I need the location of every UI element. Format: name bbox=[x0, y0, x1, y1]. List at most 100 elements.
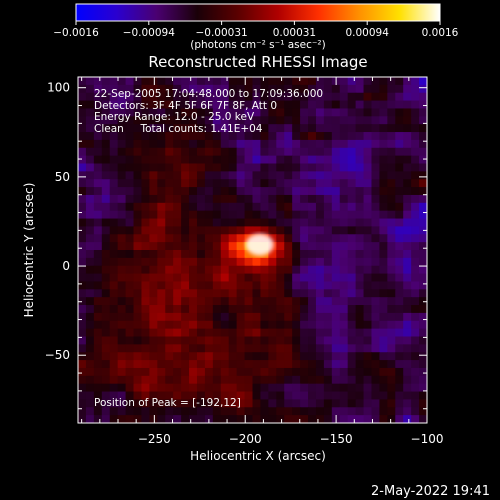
heatmap-cell bbox=[419, 92, 427, 102]
heatmap-cell bbox=[308, 234, 317, 243]
heatmap-cell bbox=[395, 320, 404, 330]
heatmap-cell bbox=[149, 147, 158, 157]
heatmap-cell bbox=[323, 234, 333, 243]
heatmap-cell bbox=[189, 92, 198, 102]
heatmap-cell bbox=[244, 210, 254, 220]
heatmap-cell bbox=[85, 289, 95, 298]
heatmap-cell bbox=[117, 163, 127, 172]
heatmap-cell bbox=[371, 77, 381, 86]
heatmap-cell bbox=[268, 352, 277, 361]
heatmap-cell bbox=[379, 218, 388, 228]
heatmap-cell bbox=[308, 297, 317, 306]
heatmap-cell bbox=[244, 163, 254, 172]
heatmap-cell bbox=[85, 124, 95, 133]
heatmap-cell bbox=[411, 391, 420, 401]
heatmap-cell bbox=[133, 312, 143, 322]
heatmap-cell bbox=[308, 84, 317, 94]
heatmap-cell bbox=[101, 312, 111, 322]
heatmap-cell bbox=[181, 194, 190, 204]
y-tick-label: 50 bbox=[55, 170, 70, 184]
heatmap-cell bbox=[339, 139, 349, 149]
heatmap-cell bbox=[260, 336, 269, 345]
heatmap-cell bbox=[284, 84, 293, 94]
heatmap-cell bbox=[355, 257, 365, 267]
heatmap-cell bbox=[204, 312, 214, 322]
heatmap-cell bbox=[252, 132, 262, 141]
heatmap-cell bbox=[260, 124, 269, 133]
heatmap-cell bbox=[181, 226, 190, 235]
heatmap-cell bbox=[276, 124, 285, 133]
heatmap-cell bbox=[371, 92, 381, 102]
heatmap-cell bbox=[101, 77, 111, 86]
heatmap-cell bbox=[109, 226, 119, 235]
heatmap-cell bbox=[276, 289, 285, 298]
heatmap-cell bbox=[403, 202, 412, 212]
heatmap-cell bbox=[268, 265, 277, 275]
heatmap-cell bbox=[403, 77, 412, 86]
heatmap-cell bbox=[173, 226, 182, 235]
heatmap-cell bbox=[181, 383, 190, 393]
heatmap-cell bbox=[300, 77, 309, 86]
heatmap-cell bbox=[189, 360, 198, 369]
heatmap-cell bbox=[212, 132, 222, 141]
heatmap-cell bbox=[292, 250, 301, 259]
heatmap-cell bbox=[173, 352, 182, 361]
heatmap-cell bbox=[355, 179, 365, 188]
heatmap-cell bbox=[355, 155, 365, 165]
heatmap-cell bbox=[78, 344, 87, 353]
x-tick-label: −100 bbox=[411, 432, 444, 446]
heatmap-cell bbox=[157, 407, 166, 416]
heatmap-cell bbox=[93, 179, 103, 188]
heatmap-cell bbox=[260, 383, 269, 393]
heatmap-cell bbox=[244, 194, 254, 204]
heatmap-cell bbox=[308, 210, 317, 220]
heatmap-cell bbox=[181, 415, 190, 423]
heatmap-cell bbox=[403, 305, 412, 314]
heatmap-cell bbox=[323, 336, 333, 345]
heatmap-cell bbox=[173, 265, 182, 275]
heatmap-cell bbox=[403, 187, 412, 196]
heatmap-cell bbox=[244, 84, 254, 94]
colorbar-unit-label: (photons cm⁻² s⁻¹ asec⁻²) bbox=[190, 39, 325, 51]
heatmap-cell bbox=[371, 124, 381, 133]
heatmap-cell bbox=[101, 415, 111, 423]
heatmap-cell bbox=[395, 234, 404, 243]
heatmap-cell bbox=[141, 116, 150, 125]
heatmap-cell bbox=[212, 281, 222, 290]
heatmap-cell bbox=[252, 328, 262, 338]
heatmap-cell bbox=[363, 234, 373, 243]
heatmap-cell bbox=[284, 360, 293, 369]
heatmap-cell bbox=[284, 92, 293, 102]
heatmap-cell bbox=[173, 281, 182, 290]
heatmap-cell bbox=[125, 132, 135, 141]
heatmap-cell bbox=[85, 297, 95, 306]
heatmap-cell bbox=[387, 242, 396, 251]
heatmap-cell bbox=[268, 375, 277, 385]
heatmap-cell bbox=[181, 328, 190, 338]
heatmap-cell bbox=[101, 155, 111, 165]
heatmap-cell bbox=[331, 399, 341, 408]
heatmap-cell bbox=[244, 116, 254, 125]
heatmap-cell bbox=[189, 281, 198, 290]
heatmap-cell bbox=[379, 77, 388, 86]
heatmap-cell bbox=[117, 218, 127, 228]
annotation-time-range: 22-Sep-2005 17:04:48.000 to 17:09:36.000 bbox=[94, 88, 324, 100]
heatmap-cell bbox=[419, 383, 427, 393]
peak-position-label: Position of Peak = [-192,12] bbox=[94, 397, 241, 409]
heatmap-cell bbox=[149, 84, 158, 94]
heatmap-cell bbox=[347, 139, 357, 149]
heatmap-cell bbox=[371, 155, 381, 165]
heatmap-cell bbox=[355, 116, 365, 125]
heatmap-cell bbox=[93, 328, 103, 338]
heatmap-cell bbox=[284, 297, 293, 306]
heatmap-cell bbox=[276, 202, 285, 212]
heatmap-cell bbox=[403, 407, 412, 416]
heatmap-cell bbox=[228, 242, 238, 251]
heatmap-cell bbox=[276, 116, 285, 125]
heatmap-cell bbox=[149, 155, 158, 165]
heatmap-cell bbox=[355, 92, 365, 102]
heatmap-cell bbox=[371, 250, 381, 259]
heatmap-cell bbox=[228, 187, 238, 196]
colorbar-tick-label: −0.00031 bbox=[195, 27, 247, 39]
